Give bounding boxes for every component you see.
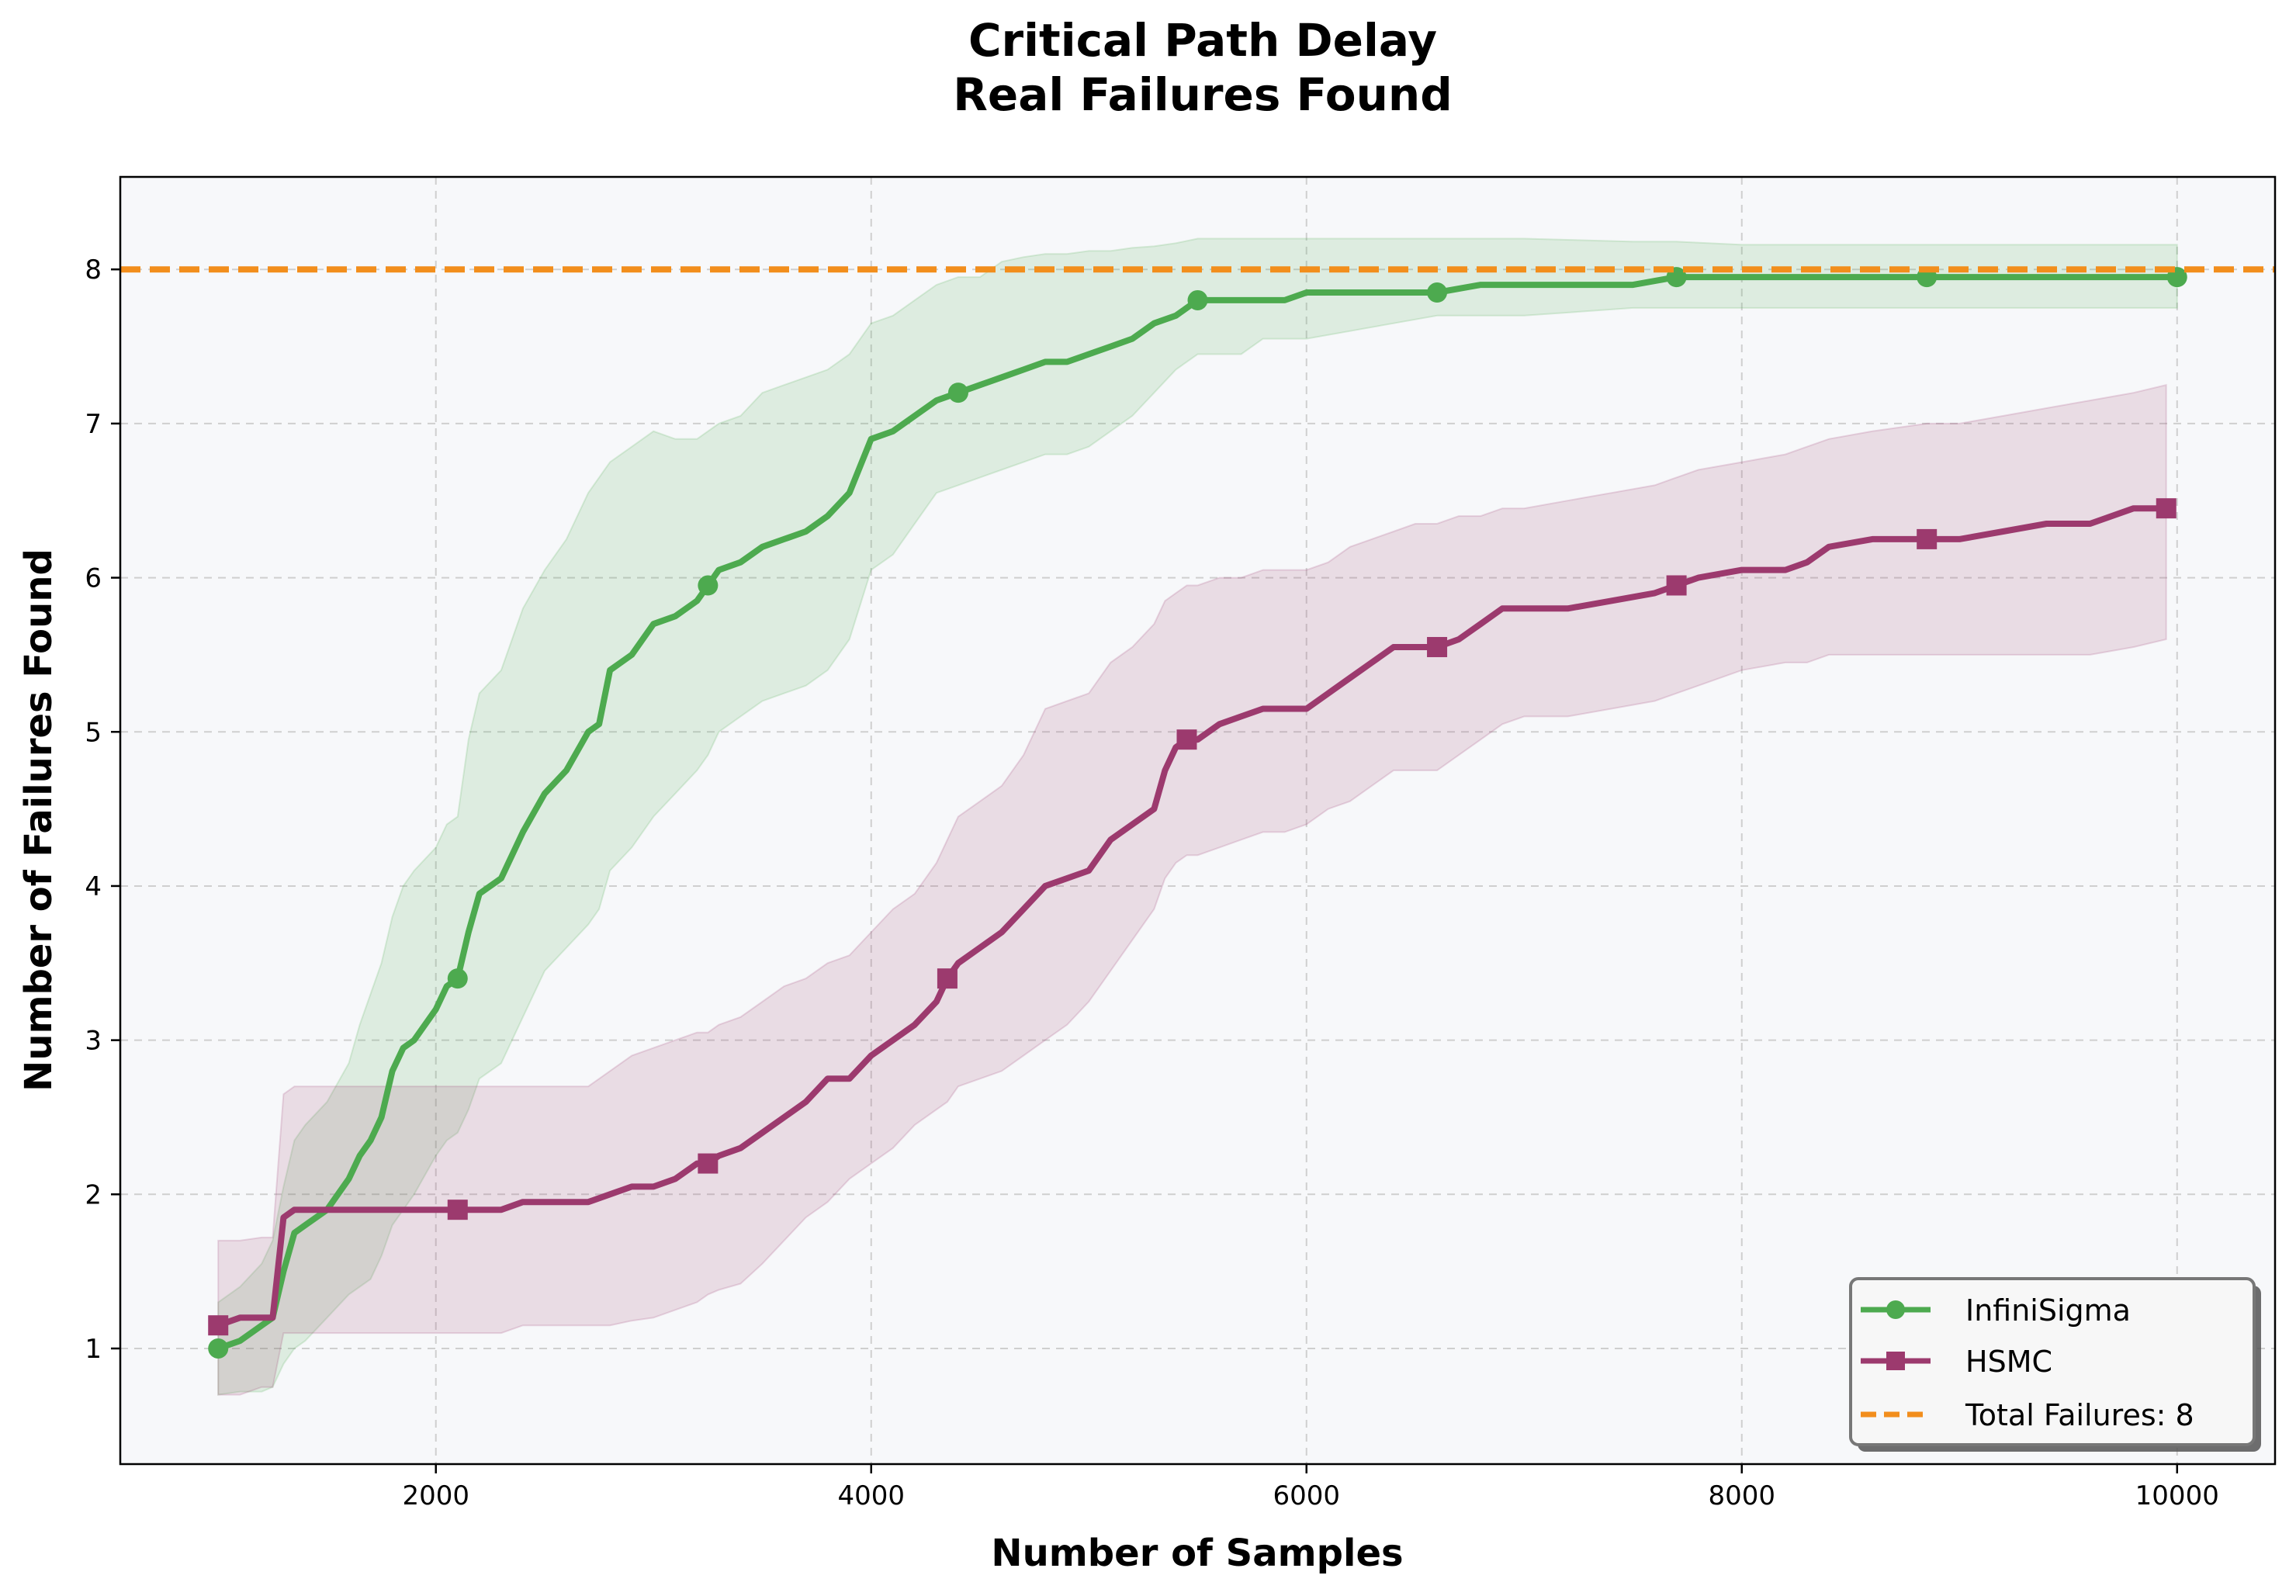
legend-infinisigma-marker: [1886, 1300, 1905, 1319]
y-tick-label: 2: [85, 1179, 102, 1210]
chart-title-line-2: Real Failures Found: [953, 68, 1453, 121]
y-tick-label: 8: [85, 254, 102, 286]
infinisigma-point: [1427, 282, 1448, 303]
x-tick-label: 10000: [2135, 1480, 2219, 1511]
x-tick-label: 4000: [837, 1480, 905, 1511]
legend-total-label: Total Failures: 8: [1965, 1398, 2194, 1432]
x-tick-label: 8000: [1708, 1480, 1775, 1511]
hsmc-point: [698, 1153, 719, 1174]
legend: InfiniSigma HSMC Total Failures: 8: [1849, 1277, 2261, 1452]
hsmc-point: [1666, 575, 1687, 596]
y-axis-ticks: 1 2 3 4 5 6 7 8: [85, 254, 120, 1365]
x-tick-label: 2000: [402, 1480, 469, 1511]
confidence-bands: [217, 237, 2178, 1396]
legend-hsmc-label: HSMC: [1965, 1345, 2052, 1379]
y-tick-label: 5: [85, 717, 102, 748]
infinisigma-confidence-band: [217, 237, 2178, 1396]
infinisigma-line: [215, 274, 2180, 1352]
x-axis-ticks: 2000 4000 6000 8000 10000: [402, 1464, 2219, 1511]
hsmc-point: [1917, 528, 1938, 549]
hsmc-point: [937, 968, 958, 989]
infinisigma-point: [1187, 289, 1208, 310]
plot-area: [120, 177, 2275, 1464]
hsmc-point: [447, 1200, 468, 1220]
hsmc-line: [215, 505, 2170, 1329]
plot-frame: [119, 175, 2277, 1466]
legend-infinisigma-label: InfiniSigma: [1965, 1293, 2131, 1328]
x-tick-label: 6000: [1273, 1480, 1340, 1511]
hsmc-point: [1427, 636, 1448, 657]
y-tick-label: 3: [85, 1026, 102, 1057]
hsmc-confidence-band: [217, 383, 2167, 1396]
hsmc-point: [1176, 729, 1197, 750]
x-axis-label: Number of Samples: [991, 1532, 1403, 1575]
infinisigma-point: [947, 383, 968, 403]
hsmc-point: [208, 1315, 229, 1336]
infinisigma-point: [698, 575, 719, 596]
chart-title-line-1: Critical Path Delay: [968, 14, 1437, 67]
y-tick-label: 4: [85, 871, 102, 902]
legend-box: [1849, 1277, 2256, 1446]
y-axis-label: Number of Failures Found: [17, 549, 61, 1092]
y-tick-label: 6: [85, 563, 102, 594]
infinisigma-point: [208, 1338, 229, 1359]
y-tick-label: 1: [85, 1334, 102, 1365]
infinisigma-point: [447, 968, 468, 989]
series-lines: [215, 274, 2180, 1352]
y-tick-label: 7: [85, 409, 102, 440]
hsmc-point: [2156, 498, 2177, 519]
legend-hsmc-marker: [1886, 1352, 1905, 1370]
